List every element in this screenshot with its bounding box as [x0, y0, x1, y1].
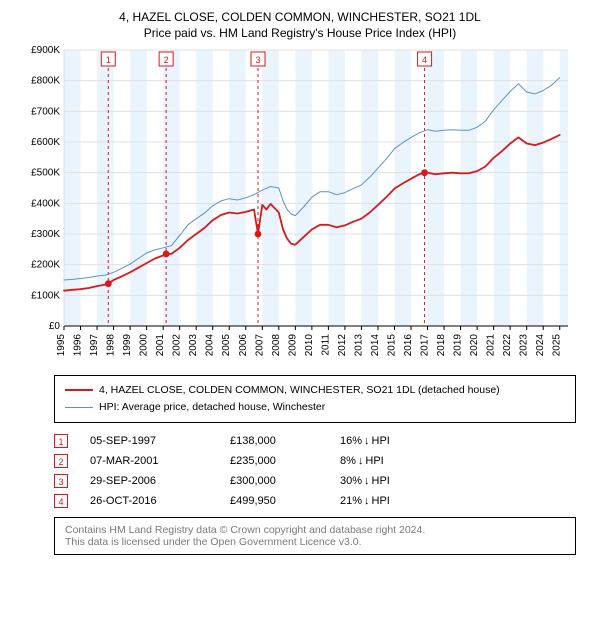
svg-text:2017: 2017 — [420, 334, 431, 357]
svg-text:£0: £0 — [49, 321, 61, 332]
svg-text:£800K: £800K — [31, 76, 60, 87]
svg-text:2014: 2014 — [370, 334, 381, 357]
transactions-table: 1 05-SEP-1997£138,00016% ↓ HPI 2 07-MAR-200… — [54, 431, 576, 511]
svg-text:2015: 2015 — [386, 334, 397, 357]
txn-badge: 4 — [54, 494, 68, 508]
legend-row: 4, HAZEL CLOSE, COLDEN COMMON, WINCHESTE… — [65, 382, 565, 399]
legend-row: HPI: Average price, detached house, Winc… — [65, 399, 565, 416]
svg-text:1996: 1996 — [73, 334, 84, 357]
txn-diff-pct: 21% — [340, 495, 362, 507]
svg-text:4: 4 — [422, 55, 427, 65]
transaction-row: 4 26-OCT-2016£499,95021% ↓ HPI — [54, 491, 576, 511]
txn-badge: 2 — [54, 454, 68, 468]
svg-text:2022: 2022 — [502, 334, 513, 357]
svg-text:£900K: £900K — [31, 46, 60, 56]
txn-date: 07-MAR-2001 — [90, 455, 230, 467]
legend-swatch-red — [65, 389, 93, 391]
svg-text:£100K: £100K — [31, 290, 60, 301]
txn-date: 26-OCT-2016 — [90, 495, 230, 507]
txn-price: £138,000 — [230, 435, 340, 447]
arrow-down-icon: ↓ — [358, 455, 364, 467]
svg-text:2020: 2020 — [469, 334, 480, 357]
txn-date: 05-SEP-1997 — [90, 435, 230, 447]
svg-text:2012: 2012 — [337, 334, 348, 357]
svg-text:2019: 2019 — [453, 334, 464, 357]
txn-badge: 1 — [54, 434, 68, 448]
svg-text:3: 3 — [255, 55, 260, 65]
txn-diff: 16% ↓ HPI — [340, 435, 390, 447]
txn-diff: 21% ↓ HPI — [340, 495, 390, 507]
arrow-down-icon: ↓ — [364, 475, 370, 487]
svg-text:2008: 2008 — [271, 334, 282, 357]
txn-date: 29-SEP-2006 — [90, 475, 230, 487]
footer-line: This data is licensed under the Open Gov… — [65, 536, 565, 548]
svg-text:2000: 2000 — [139, 334, 150, 357]
svg-text:£500K: £500K — [31, 168, 60, 179]
svg-text:2016: 2016 — [403, 334, 414, 357]
txn-diff-cmp: HPI — [372, 495, 390, 507]
svg-text:2002: 2002 — [172, 334, 183, 357]
arrow-down-icon: ↓ — [364, 495, 370, 507]
svg-text:1999: 1999 — [122, 334, 133, 357]
svg-text:£600K: £600K — [31, 137, 60, 148]
txn-price: £499,950 — [230, 495, 340, 507]
svg-text:2007: 2007 — [254, 334, 265, 357]
svg-text:1998: 1998 — [106, 334, 117, 357]
svg-text:1: 1 — [106, 55, 111, 65]
svg-text:2005: 2005 — [221, 334, 232, 357]
chart-title-line2: Price paid vs. HM Land Registry's House … — [10, 26, 590, 40]
svg-text:£400K: £400K — [31, 198, 60, 209]
legend-box: 4, HAZEL CLOSE, COLDEN COMMON, WINCHESTE… — [54, 375, 576, 423]
svg-text:2004: 2004 — [205, 334, 216, 357]
svg-text:1995: 1995 — [56, 334, 67, 357]
data-source-footer: Contains HM Land Registry data © Crown c… — [54, 517, 576, 555]
chart-container: £0 £100K £200K £300K £400K £500K £600K £700K £80… — [20, 46, 580, 369]
txn-diff: 8% ↓ HPI — [340, 455, 384, 467]
transaction-row: 2 07-MAR-2001£235,0008% ↓ HPI — [54, 451, 576, 471]
svg-text:2001: 2001 — [155, 334, 166, 357]
txn-badge: 3 — [54, 474, 68, 488]
txn-diff-cmp: HPI — [372, 435, 390, 447]
chart-title-line1: 4, HAZEL CLOSE, COLDEN COMMON, WINCHESTE… — [10, 10, 590, 24]
svg-text:2021: 2021 — [486, 334, 497, 357]
svg-text:£700K: £700K — [31, 106, 60, 117]
svg-text:2024: 2024 — [535, 334, 546, 357]
txn-diff-pct: 16% — [340, 435, 362, 447]
svg-text:2018: 2018 — [436, 334, 447, 357]
txn-diff-pct: 8% — [340, 455, 356, 467]
svg-text:2006: 2006 — [238, 334, 249, 357]
txn-price: £235,000 — [230, 455, 340, 467]
svg-text:2023: 2023 — [519, 334, 530, 357]
svg-text:2003: 2003 — [188, 334, 199, 357]
legend-label: 4, HAZEL CLOSE, COLDEN COMMON, WINCHESTE… — [99, 382, 500, 399]
svg-text:2013: 2013 — [353, 334, 364, 357]
line-chart: £0 £100K £200K £300K £400K £500K £600K £700K £80… — [20, 46, 580, 366]
svg-text:2010: 2010 — [304, 334, 315, 357]
svg-text:2009: 2009 — [287, 334, 298, 357]
arrow-down-icon: ↓ — [364, 435, 370, 447]
txn-diff: 30% ↓ HPI — [340, 475, 390, 487]
svg-text:2: 2 — [164, 55, 169, 65]
svg-text:1997: 1997 — [89, 334, 100, 357]
legend-swatch-blue — [65, 407, 93, 408]
txn-diff-pct: 30% — [340, 475, 362, 487]
txn-diff-cmp: HPI — [365, 455, 383, 467]
svg-text:£300K: £300K — [31, 229, 60, 240]
txn-price: £300,000 — [230, 475, 340, 487]
legend-label: HPI: Average price, detached house, Winc… — [99, 399, 325, 416]
svg-text:2011: 2011 — [320, 334, 331, 356]
transaction-row: 3 29-SEP-2006£300,00030% ↓ HPI — [54, 471, 576, 491]
svg-text:£200K: £200K — [31, 260, 60, 271]
svg-text:2025: 2025 — [552, 334, 563, 357]
txn-diff-cmp: HPI — [372, 475, 390, 487]
footer-line: Contains HM Land Registry data © Crown c… — [65, 524, 565, 536]
transaction-row: 1 05-SEP-1997£138,00016% ↓ HPI — [54, 431, 576, 451]
